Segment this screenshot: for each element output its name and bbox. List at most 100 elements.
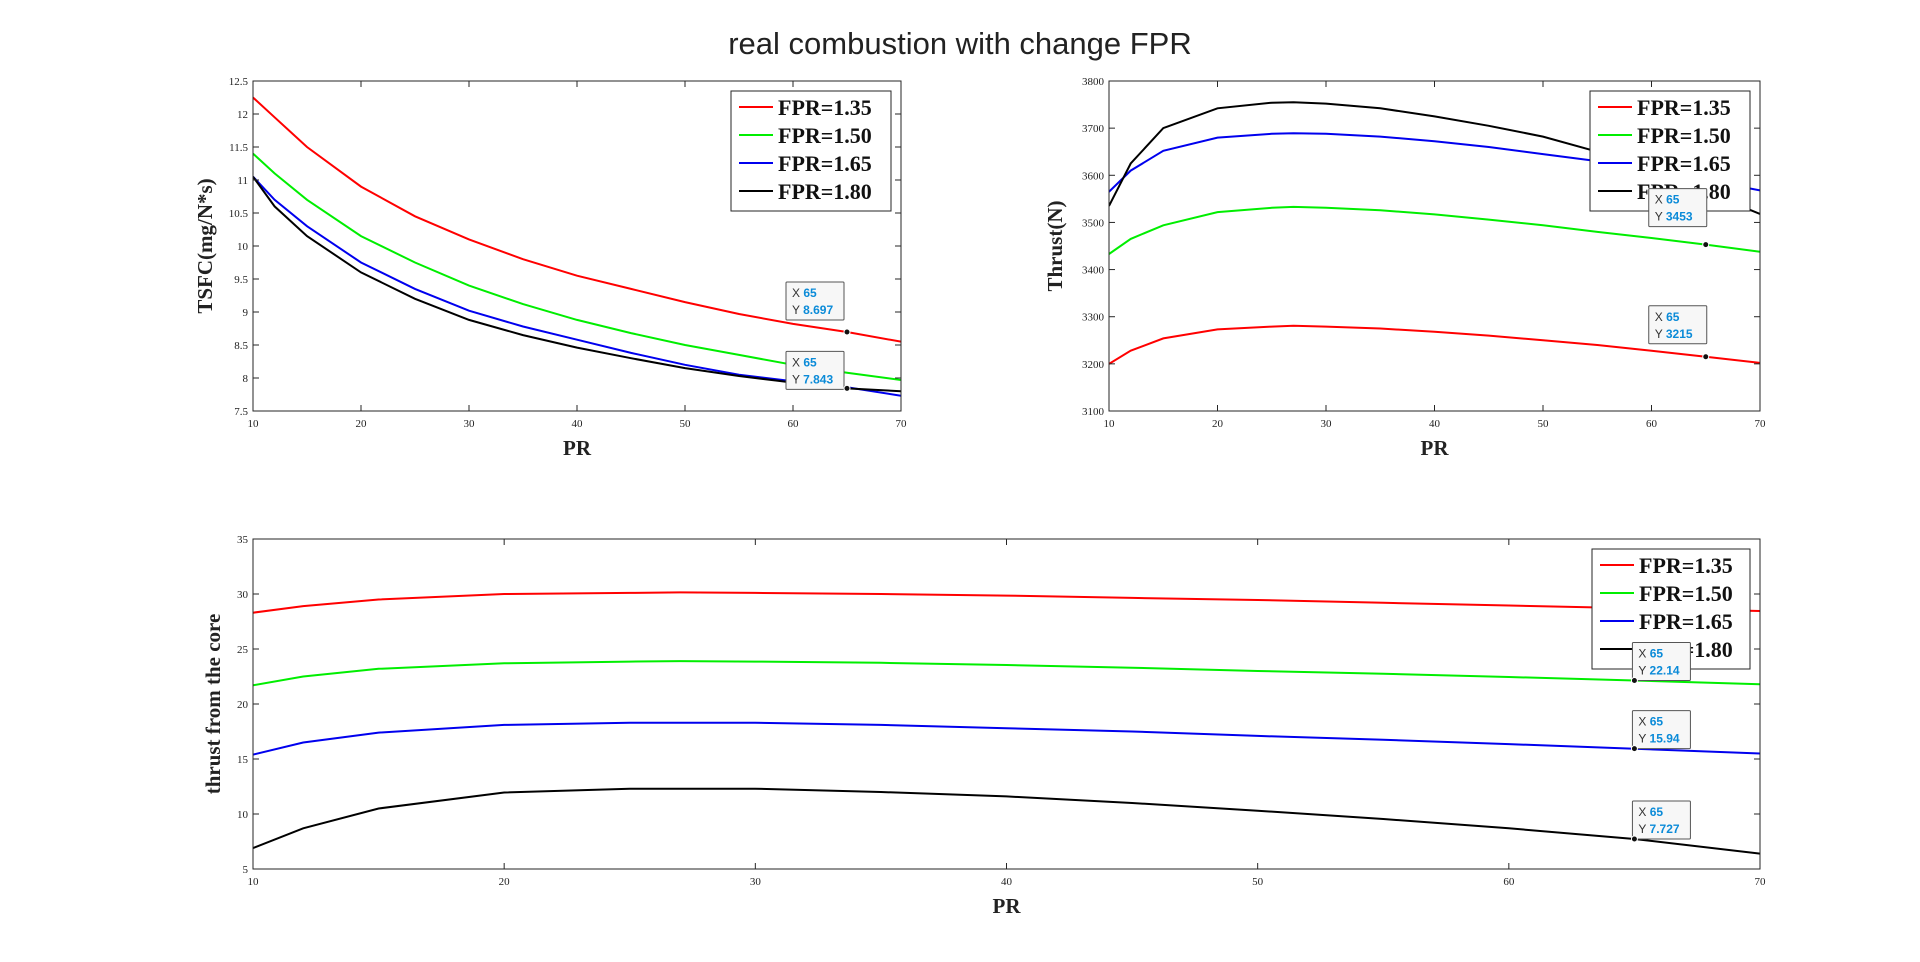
datatip-box	[1631, 710, 1691, 750]
y-tick-label: 15	[237, 754, 249, 766]
datatip-x-value: 65	[1650, 715, 1664, 729]
x-tick-label: 20	[499, 876, 511, 888]
datatip-x-line: X 65	[792, 286, 817, 300]
datatip-y-line: Y 3215	[1655, 327, 1693, 341]
x-tick-label: 50	[1252, 876, 1264, 888]
datatip-x-line: X 65	[1638, 805, 1663, 819]
datatip-marker[interactable]	[843, 384, 851, 392]
datatip[interactable]: X 65 Y 7.727	[1630, 800, 1691, 843]
x-axis-label: PR	[563, 436, 592, 460]
datatip-x-value: 65	[1650, 805, 1664, 819]
x-tick-label: 70	[1755, 418, 1767, 430]
y-tick-label: 3600	[1082, 170, 1105, 182]
y-tick-label: 12.5	[229, 76, 249, 88]
y-tick-label: 11	[237, 175, 248, 187]
series-line-FPR-1-50	[253, 152, 901, 381]
legend-entry-label: FPR=1.80	[778, 179, 872, 204]
legend-entry-label: FPR=1.65	[778, 151, 872, 176]
x-tick-label: 30	[750, 876, 762, 888]
datatip-x-line: X 65	[1655, 193, 1680, 207]
y-tick-label: 35	[237, 534, 249, 546]
datatip-x-line: X 65	[1638, 715, 1663, 729]
datatip-marker[interactable]	[1630, 835, 1638, 843]
datatip-x-value: 65	[1666, 310, 1680, 324]
y-tick-label: 9	[243, 307, 249, 319]
y-tick-label: 10	[237, 809, 249, 821]
series-line-FPR-1-50	[1109, 205, 1760, 255]
series-line-FPR-1-50	[253, 660, 1760, 687]
y-tick-label: 30	[237, 589, 249, 601]
y-tick-label: 3700	[1082, 123, 1105, 135]
datatip-y-value: 7.843	[803, 372, 833, 386]
datatip-x-value: 65	[1650, 646, 1664, 660]
series-line-FPR-1-80	[253, 176, 901, 393]
y-tick-label: 3100	[1082, 406, 1105, 418]
datatip-y-line: Y 7.843	[792, 372, 833, 386]
legend-entry-label: FPR=1.35	[778, 95, 872, 120]
x-tick-label: 10	[1104, 418, 1116, 430]
datatip-marker[interactable]	[1630, 676, 1638, 684]
datatip[interactable]: X 65 Y 8.697	[785, 281, 851, 336]
legend-entry-label: FPR=1.50	[778, 123, 872, 148]
legend-entry-label: FPR=1.65	[1639, 609, 1733, 634]
x-axis-label: PR	[993, 894, 1022, 918]
datatip[interactable]: X 65 Y 3215	[1648, 305, 1710, 361]
axes-box	[252, 538, 1761, 870]
datatip-x-value: 65	[1666, 193, 1680, 207]
y-tick-label: 25	[237, 644, 249, 656]
y-axis-label: thrust from the core	[201, 614, 225, 795]
series-line-FPR-1-65	[253, 721, 1760, 756]
datatip-x-value: 65	[803, 355, 817, 369]
y-tick-label: 10.5	[229, 208, 249, 220]
series-line-FPR-1-35	[1109, 324, 1760, 365]
y-tick-label: 3300	[1082, 312, 1105, 324]
datatip-marker[interactable]	[1630, 745, 1638, 753]
x-tick-label: 20	[356, 418, 368, 430]
y-tick-label: 11.5	[229, 142, 248, 154]
datatip[interactable]: X 65 Y 7.843	[785, 350, 851, 392]
datatip-marker[interactable]	[843, 328, 851, 336]
y-tick-label: 7.5	[234, 406, 248, 418]
x-tick-label: 60	[1646, 418, 1658, 430]
datatip-box	[785, 281, 845, 321]
y-tick-label: 3400	[1082, 265, 1105, 277]
x-tick-label: 40	[572, 418, 584, 430]
datatip-y-value: 15.94	[1650, 732, 1680, 746]
datatip-x-line: X 65	[1638, 646, 1663, 660]
datatip-y-value: 8.697	[803, 303, 833, 317]
datatip-y-value: 3215	[1666, 327, 1693, 341]
legend-entry-label: FPR=1.35	[1637, 95, 1731, 120]
y-axis-label: TSFC(mg/N*s)	[193, 178, 217, 313]
y-tick-label: 5	[243, 864, 249, 876]
datatip-x-line: X 65	[1655, 310, 1680, 324]
datatip-y-value: 3453	[1666, 210, 1693, 224]
series-line-FPR-1-35	[253, 591, 1760, 614]
x-axis-label: PR	[1421, 436, 1450, 460]
datatip[interactable]: X 65 Y 15.94	[1630, 710, 1691, 753]
series-line-FPR-1-35	[253, 96, 901, 343]
x-tick-label: 70	[1755, 876, 1767, 888]
y-tick-label: 8.5	[234, 340, 248, 352]
legend-entry-label: FPR=1.35	[1639, 553, 1733, 578]
datatip-marker[interactable]	[1702, 241, 1710, 249]
y-tick-label: 20	[237, 699, 249, 711]
y-tick-label: 9.5	[234, 274, 248, 286]
x-tick-label: 30	[1321, 418, 1333, 430]
x-tick-label: 10	[248, 418, 260, 430]
x-tick-label: 40	[1429, 418, 1441, 430]
datatip-box	[1631, 800, 1691, 840]
x-tick-label: 70	[896, 418, 908, 430]
datatip-y-line: Y 15.94	[1638, 732, 1679, 746]
datatip[interactable]: X 65 Y 3453	[1648, 188, 1710, 249]
y-tick-label: 3500	[1082, 217, 1105, 229]
legend-entry-label: FPR=1.65	[1637, 151, 1731, 176]
datatip-marker[interactable]	[1702, 353, 1710, 361]
datatip-y-line: Y 8.697	[792, 303, 833, 317]
datatip[interactable]: X 65 Y 22.14	[1630, 641, 1691, 684]
y-tick-label: 3800	[1082, 76, 1105, 88]
x-tick-label: 50	[680, 418, 692, 430]
